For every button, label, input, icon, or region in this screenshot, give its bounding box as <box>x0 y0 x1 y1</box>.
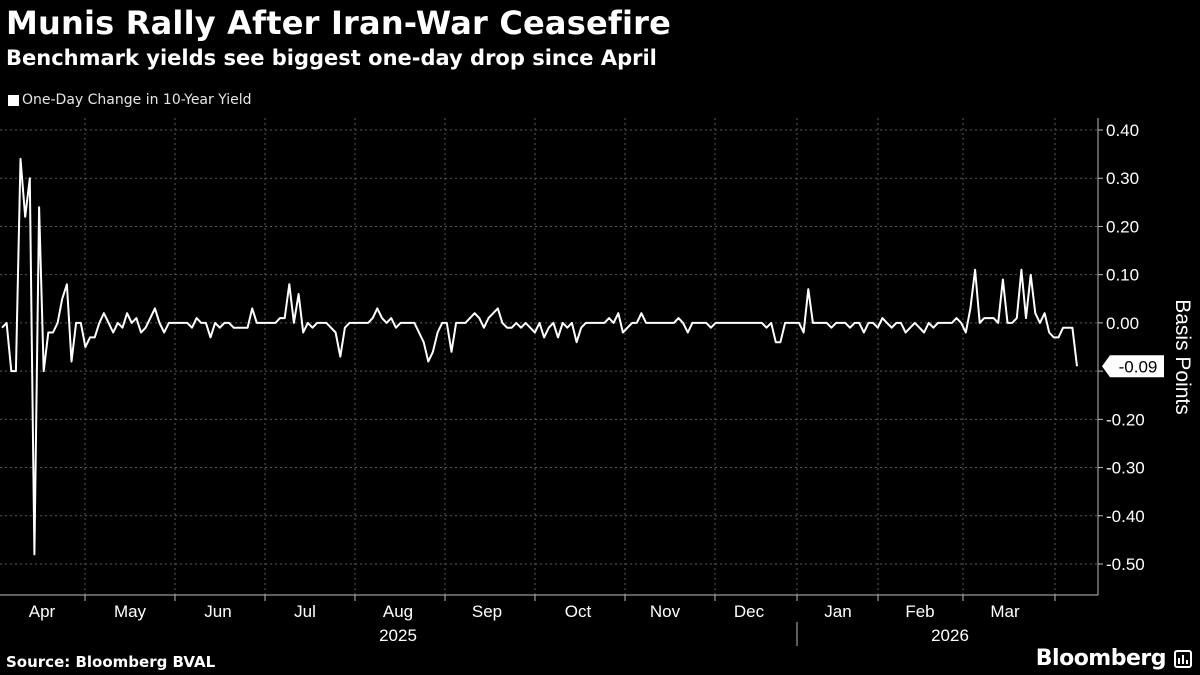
series-line-one-day-change <box>1 157 1078 556</box>
month-label: Nov <box>650 602 681 621</box>
grid <box>0 118 1098 595</box>
y-tick-label: -0.20 <box>1106 410 1145 429</box>
month-label: Apr <box>29 602 56 621</box>
y-tick-label: 0.40 <box>1106 121 1139 140</box>
y-tick-label: 0.20 <box>1106 217 1139 236</box>
y-tick-label: 0.00 <box>1106 314 1139 333</box>
month-label: Jan <box>824 602 851 621</box>
month-label: Jul <box>294 602 316 621</box>
legend: One-Day Change in 10-Year Yield <box>8 92 252 108</box>
brand-name: Bloomberg <box>1035 646 1167 671</box>
month-label: Mar <box>990 602 1020 621</box>
chart-subtitle: Benchmark yields see biggest one-day dro… <box>6 46 657 70</box>
chart-title: Munis Rally After Iran-War Ceasefire <box>6 4 672 42</box>
source-note: Source: Bloomberg BVAL <box>6 653 216 671</box>
month-label: Dec <box>734 602 765 621</box>
y-tick-label: 0.30 <box>1106 169 1139 188</box>
legend-label: One-Day Change in 10-Year Yield <box>22 92 252 108</box>
month-label: Oct <box>565 602 592 621</box>
y-axis-title: Basis Points <box>1171 299 1194 415</box>
month-label: Aug <box>383 602 413 621</box>
y-tick-label: 0.10 <box>1106 266 1139 285</box>
y-tick-label: -0.40 <box>1106 507 1145 526</box>
brand-logo: Bloomberg <box>1036 646 1192 671</box>
year-label: 2026 <box>931 626 969 645</box>
y-tick-label: -0.30 <box>1106 459 1145 478</box>
month-label: May <box>114 602 147 621</box>
month-label: Jun <box>204 602 231 621</box>
labels: 0.40 0.30 0.20 0.10 0.00 -0.20 -0.30 -0.40 -0.50… <box>29 121 1194 645</box>
year-label: 2025 <box>379 626 417 645</box>
last-value-callout <box>1102 355 1164 378</box>
month-label: Sep <box>472 602 502 621</box>
y-tick-label: -0.50 <box>1106 555 1145 574</box>
last-value-label: -0.09 <box>1119 357 1158 376</box>
bloomberg-terminal-icon <box>1174 649 1192 668</box>
axes <box>0 118 1103 646</box>
month-label: Feb <box>905 602 934 621</box>
legend-swatch <box>8 94 19 106</box>
series <box>1 157 1078 556</box>
